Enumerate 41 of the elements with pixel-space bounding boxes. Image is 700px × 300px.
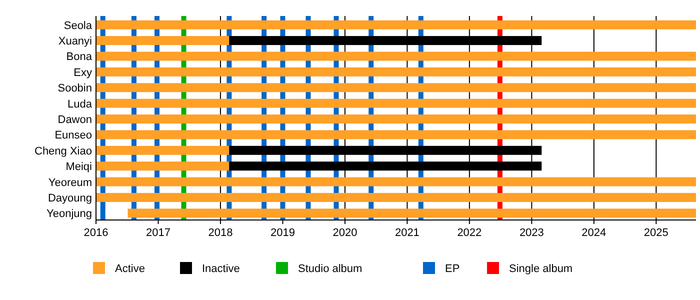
x-tick-label: 2019 bbox=[270, 227, 295, 239]
bar bbox=[96, 192, 696, 202]
legend-label: EP bbox=[445, 263, 460, 275]
bar bbox=[96, 177, 696, 186]
bar bbox=[96, 20, 696, 30]
x-tick-label: 2017 bbox=[146, 227, 170, 239]
bar bbox=[96, 130, 696, 140]
x-tick-label: 2016 bbox=[84, 227, 108, 239]
bar bbox=[96, 36, 230, 46]
y-tick-label: Yeonjung bbox=[46, 208, 92, 220]
legend-label: Studio album bbox=[298, 263, 362, 275]
legend-label: Single album bbox=[509, 263, 573, 275]
x-tick-label: 2025 bbox=[644, 227, 668, 239]
y-tick-label: Soobin bbox=[58, 82, 92, 95]
bar bbox=[96, 67, 696, 76]
y-tick-label: Yeoreum bbox=[48, 176, 92, 189]
bar bbox=[128, 208, 696, 218]
bar bbox=[96, 146, 230, 155]
bar bbox=[96, 52, 696, 61]
x-tick-label: 2022 bbox=[457, 227, 482, 239]
y-tick-label: Xuanyi bbox=[58, 36, 92, 48]
y-tick-label: Luda bbox=[68, 98, 93, 110]
y-tick-label: Eunseo bbox=[54, 130, 92, 142]
x-tick-label: 2020 bbox=[332, 227, 358, 239]
bar bbox=[96, 162, 230, 171]
bar bbox=[96, 98, 696, 108]
bar bbox=[96, 83, 696, 92]
x-tick-label: 2021 bbox=[394, 227, 420, 239]
x-tick-label: 2018 bbox=[208, 227, 233, 239]
y-tick-label: Dayoung bbox=[48, 192, 92, 204]
y-tick-label: Meiqi bbox=[66, 161, 92, 174]
legend-label: Active bbox=[115, 263, 145, 275]
x-tick-label: 2024 bbox=[582, 227, 606, 239]
legend-label: Inactive bbox=[202, 263, 240, 275]
y-tick-label: Cheng Xiao bbox=[34, 145, 92, 158]
y-tick-label: Exy bbox=[74, 66, 92, 79]
bar bbox=[96, 114, 696, 124]
y-tick-label: Dawon bbox=[58, 114, 92, 126]
y-tick-label: Bona bbox=[66, 51, 93, 64]
x-tick-label: 2023 bbox=[519, 227, 544, 239]
y-tick-label: Seola bbox=[64, 20, 93, 32]
